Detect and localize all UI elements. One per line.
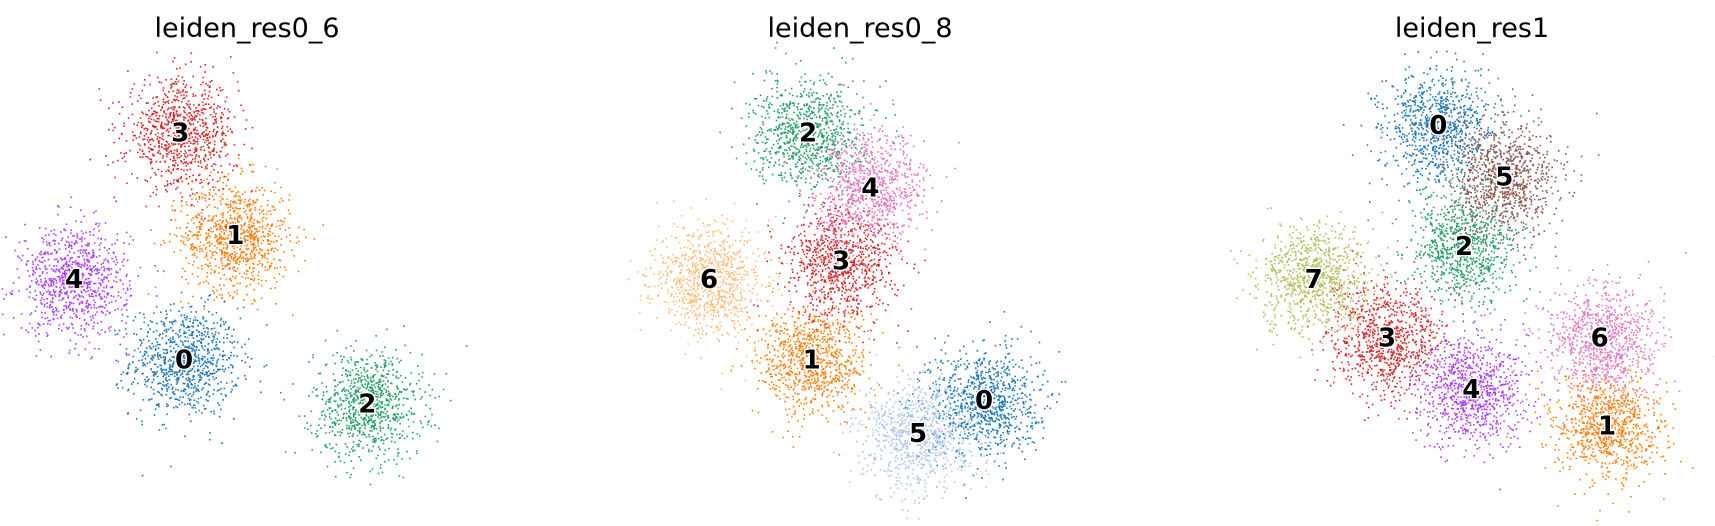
cluster-label-2: 2 — [358, 390, 376, 420]
cluster-1-points — [147, 157, 325, 316]
cluster-1-marks — [1506, 338, 1694, 522]
cluster-0-marks — [1342, 50, 1522, 213]
cluster-label-0: 0 — [1429, 111, 1447, 141]
cluster-label-1: 1 — [803, 346, 821, 376]
cluster-3-marks — [753, 187, 926, 344]
panel-leiden-res0-6: leiden_res0_6 0 1 2 3 4 — [1, 13, 468, 486]
cluster-2-points — [1367, 155, 1557, 331]
cluster-5-marks — [832, 354, 1002, 520]
cluster-4-marks — [1398, 308, 1551, 491]
cluster-label-4: 4 — [861, 173, 879, 203]
cluster-1-marks — [730, 257, 901, 456]
panel-leiden-res1: leiden_res1 0 1 2 3 4 5 6 7 — [1230, 13, 1715, 522]
cluster-label-5: 5 — [1495, 162, 1513, 192]
cluster-3-marks — [89, 51, 254, 231]
cluster-6-points — [1516, 252, 1715, 426]
cluster-0-marks — [74, 267, 268, 477]
cluster-label-7: 7 — [1305, 265, 1323, 295]
cluster-label-3: 3 — [832, 247, 850, 277]
cluster-label-3: 3 — [171, 118, 189, 148]
cluster-1-points — [730, 257, 901, 456]
cluster-1-points — [1506, 338, 1694, 522]
cluster-4-marks — [784, 83, 960, 273]
cluster-labels: 0 1 2 3 4 5 6 — [698, 117, 994, 451]
panel-title: leiden_res0_8 — [767, 13, 952, 44]
cluster-labels: 0 1 2 3 4 5 6 7 — [1303, 110, 1617, 444]
cluster-label-5: 5 — [909, 419, 927, 449]
cluster-0-points — [1342, 50, 1522, 213]
cluster-label-6: 6 — [1591, 324, 1609, 354]
cluster-1-marks — [147, 157, 325, 316]
panel-leiden-res0-8: leiden_res0_8 0 1 2 3 4 5 6 — [627, 13, 1067, 520]
cluster-label-3: 3 — [1378, 324, 1396, 354]
cluster-label-4: 4 — [65, 265, 83, 295]
cluster-3-points — [1290, 250, 1465, 421]
cluster-2-marks — [1367, 155, 1557, 331]
cluster-label-1: 1 — [1598, 412, 1616, 442]
cluster-6-marks — [627, 198, 788, 390]
cluster-4-marks — [1, 196, 165, 363]
cluster-4-points — [784, 83, 960, 273]
cluster-0-points — [74, 267, 268, 477]
cluster-5-points — [832, 354, 1002, 520]
cluster-label-2: 2 — [799, 118, 817, 148]
cluster-label-1: 1 — [226, 221, 244, 251]
cluster-3-points — [89, 51, 254, 231]
cluster-label-0: 0 — [975, 386, 993, 416]
cluster-6-points — [627, 198, 788, 390]
cluster-3-marks — [1290, 250, 1465, 421]
scatter-points — [627, 41, 1067, 520]
cluster-4-points — [1398, 308, 1551, 491]
cluster-4-points — [1, 196, 165, 363]
cluster-label-0: 0 — [175, 346, 193, 376]
cluster-label-4: 4 — [1462, 375, 1480, 405]
cluster-labels: 0 1 2 3 4 — [63, 117, 377, 421]
cluster-6-marks — [1516, 252, 1715, 426]
scatter-points — [1230, 50, 1715, 522]
panel-title: leiden_res0_6 — [154, 13, 339, 44]
cluster-label-2: 2 — [1455, 232, 1473, 262]
scatter-points — [1, 51, 468, 486]
cluster-3-points — [753, 187, 926, 344]
cluster-label-6: 6 — [700, 265, 718, 295]
panel-title: leiden_res1 — [1395, 13, 1549, 44]
